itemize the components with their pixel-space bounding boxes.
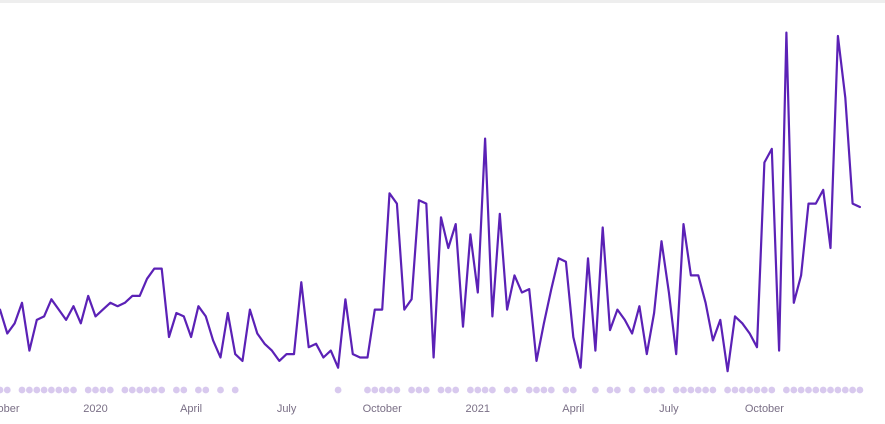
event-marker[interactable]	[738, 386, 746, 394]
event-marker[interactable]	[128, 386, 136, 394]
event-marker[interactable]	[150, 386, 158, 394]
event-marker[interactable]	[40, 386, 48, 394]
event-marker[interactable]	[364, 386, 371, 394]
event-marker[interactable]	[48, 386, 55, 394]
event-marker[interactable]	[106, 386, 114, 394]
event-marker[interactable]	[121, 386, 129, 394]
event-marker[interactable]	[92, 386, 99, 394]
x-axis: October 2020 April July October 2021 Apr…	[0, 403, 784, 415]
event-marker[interactable]	[503, 386, 511, 394]
x-tick-label: October	[363, 403, 402, 415]
event-marker[interactable]	[437, 386, 445, 394]
event-marker[interactable]	[62, 386, 70, 394]
event-marker[interactable]	[84, 386, 92, 394]
event-marker[interactable]	[378, 386, 386, 394]
event-marker[interactable]	[547, 386, 555, 394]
series-line	[0, 31, 862, 373]
event-marker[interactable]	[797, 386, 805, 394]
event-marker[interactable]	[70, 386, 77, 394]
top-border	[0, 0, 885, 3]
event-marker[interactable]	[231, 386, 239, 394]
event-marker[interactable]	[658, 386, 665, 394]
event-marker[interactable]	[143, 386, 151, 394]
x-tick-label: April	[180, 403, 202, 415]
event-marker[interactable]	[533, 386, 540, 394]
event-marker[interactable]	[217, 386, 224, 394]
event-marker[interactable]	[393, 386, 401, 394]
event-marker[interactable]	[489, 386, 496, 394]
event-marker[interactable]	[334, 386, 342, 394]
event-marker[interactable]	[731, 386, 739, 394]
event-marker[interactable]	[386, 386, 393, 394]
event-marker[interactable]	[99, 386, 107, 394]
event-marker[interactable]	[650, 386, 658, 394]
event-marker[interactable]	[694, 386, 702, 394]
event-marker[interactable]	[702, 386, 709, 394]
x-tick-label: July	[659, 403, 679, 415]
event-marker[interactable]	[805, 386, 812, 394]
event-marker[interactable]	[511, 386, 518, 394]
event-marker[interactable]	[202, 386, 210, 394]
x-tick-label: April	[562, 403, 584, 415]
event-marker[interactable]	[606, 386, 614, 394]
event-marker[interactable]	[724, 386, 731, 394]
event-marker[interactable]	[562, 386, 570, 394]
event-marker[interactable]	[136, 386, 144, 394]
x-tick-label: July	[277, 403, 297, 415]
event-marker[interactable]	[481, 386, 489, 394]
event-marker[interactable]	[452, 386, 460, 394]
event-marker[interactable]	[768, 386, 776, 394]
event-marker[interactable]	[3, 386, 11, 394]
event-marker[interactable]	[158, 386, 166, 394]
event-marker[interactable]	[643, 386, 651, 394]
event-marker[interactable]	[592, 386, 599, 394]
marker-row	[0, 386, 864, 394]
event-marker[interactable]	[819, 386, 827, 394]
event-marker[interactable]	[672, 386, 680, 394]
event-marker[interactable]	[812, 386, 820, 394]
event-marker[interactable]	[628, 386, 636, 394]
x-tick-label: October	[745, 403, 784, 415]
event-marker[interactable]	[614, 386, 621, 394]
event-marker[interactable]	[422, 386, 430, 394]
event-marker[interactable]	[371, 386, 379, 394]
event-marker[interactable]	[753, 386, 761, 394]
event-marker[interactable]	[444, 386, 452, 394]
event-marker[interactable]	[408, 386, 415, 394]
event-marker[interactable]	[467, 386, 474, 394]
event-marker[interactable]	[687, 386, 695, 394]
event-marker[interactable]	[18, 386, 26, 394]
event-marker[interactable]	[195, 386, 202, 394]
x-tick-label: 2020	[83, 403, 107, 415]
event-marker[interactable]	[746, 386, 754, 394]
event-marker[interactable]	[783, 386, 790, 394]
event-marker[interactable]	[569, 386, 577, 394]
event-marker[interactable]	[827, 386, 834, 394]
event-marker[interactable]	[26, 386, 33, 394]
event-marker[interactable]	[474, 386, 482, 394]
event-marker[interactable]	[856, 386, 864, 394]
event-marker[interactable]	[680, 386, 687, 394]
event-marker[interactable]	[790, 386, 798, 394]
event-marker[interactable]	[173, 386, 180, 394]
event-marker[interactable]	[709, 386, 717, 394]
event-marker[interactable]	[540, 386, 548, 394]
event-marker[interactable]	[415, 386, 423, 394]
event-marker[interactable]	[180, 386, 188, 394]
event-marker[interactable]	[841, 386, 849, 394]
event-marker[interactable]	[55, 386, 63, 394]
event-marker[interactable]	[33, 386, 41, 394]
event-marker[interactable]	[525, 386, 533, 394]
event-marker[interactable]	[0, 386, 4, 394]
event-marker[interactable]	[834, 386, 842, 394]
x-tick-label: 2021	[466, 403, 490, 415]
event-marker[interactable]	[761, 386, 768, 394]
x-tick-label: October	[0, 403, 20, 415]
event-marker[interactable]	[849, 386, 856, 394]
